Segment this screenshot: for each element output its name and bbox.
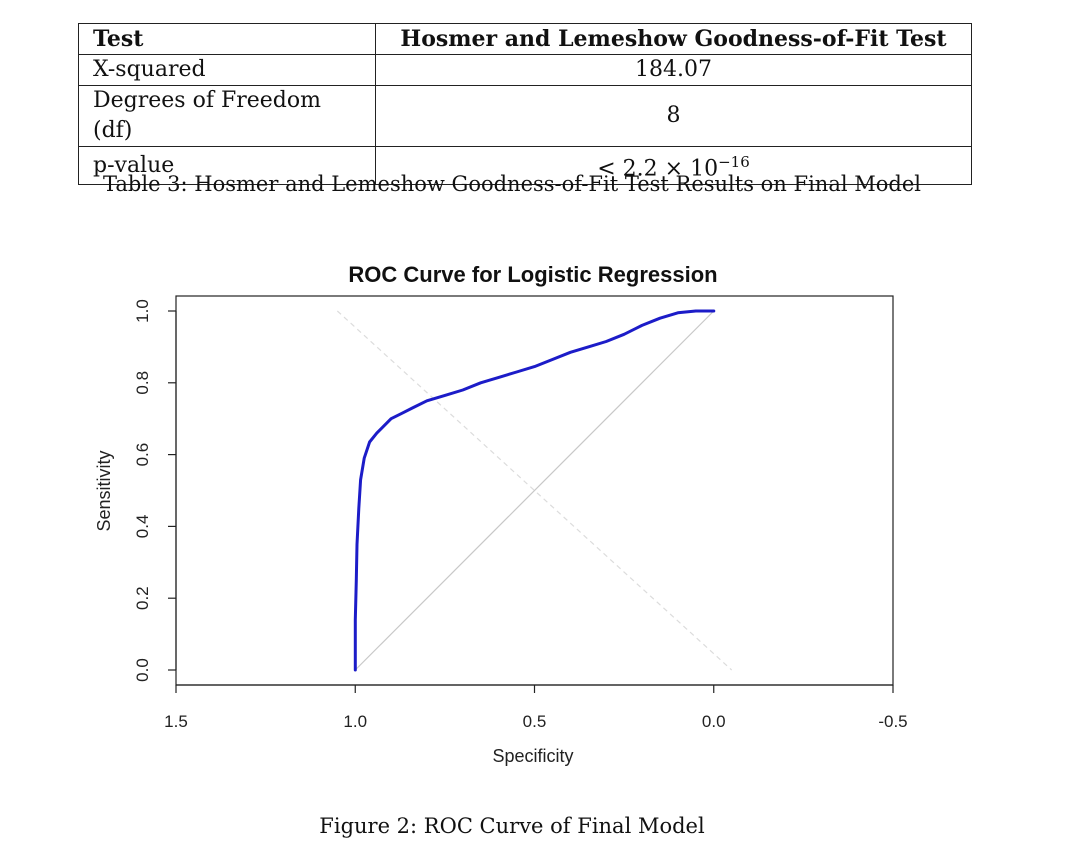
row-value-x-squared: 184.07 xyxy=(375,54,972,86)
roc-curve-line xyxy=(353,309,716,672)
y-tick-label: 0.8 xyxy=(133,371,152,395)
table-header-row: Test Hosmer and Lemeshow Goodness-of-Fit… xyxy=(78,23,972,55)
y-axis: 0.0 0.2 0.4 0.6 0.8 1.0 xyxy=(133,299,177,682)
goodness-of-fit-table: Test Hosmer and Lemeshow Goodness-of-Fit… xyxy=(78,23,972,186)
reference-line-diagonal xyxy=(354,310,715,671)
x-tick-label: -0.5 xyxy=(878,712,907,731)
header-cell-test: Test xyxy=(78,23,376,55)
table-row: Degrees of Freedom (df) 8 xyxy=(78,85,972,147)
x-tick-label: 1.0 xyxy=(343,712,367,731)
row-label-x-squared: X-squared xyxy=(78,54,376,86)
x-axis-title: Specificity xyxy=(492,746,573,766)
y-tick-label: 0.0 xyxy=(133,658,152,682)
y-tick-label: 0.6 xyxy=(133,443,152,467)
header-cell-test-name: Hosmer and Lemeshow Goodness-of-Fit Test xyxy=(375,23,972,55)
figure-caption: Figure 2: ROC Curve of Final Model xyxy=(319,814,705,838)
row-value-p-value: < 2.2 × 10−16 xyxy=(375,145,972,186)
x-axis: 1.5 1.0 0.5 0.0 -0.5 xyxy=(164,684,908,731)
table-row: X-squared 184.07 xyxy=(78,54,972,86)
y-tick-label: 0.2 xyxy=(133,586,152,610)
y-axis-title: Sensitivity xyxy=(94,450,114,531)
x-tick-label: 0.5 xyxy=(523,712,547,731)
row-label-df: Degrees of Freedom (df) xyxy=(78,85,376,147)
y-tick-label: 1.0 xyxy=(133,299,152,323)
x-tick-label: 1.5 xyxy=(164,712,188,731)
roc-chart: ROC Curve for Logistic Regression 1.5 1.0… xyxy=(94,262,908,766)
table-row: p-value < 2.2 × 10−16 xyxy=(78,145,972,186)
p-value-mantissa: < 2.2 × 10 xyxy=(597,156,719,182)
chart-title: ROC Curve for Logistic Regression xyxy=(348,262,717,287)
x-tick-label: 0.0 xyxy=(702,712,726,731)
p-value-exponent: −16 xyxy=(718,153,750,171)
y-tick-label: 0.4 xyxy=(133,515,152,539)
reference-line-anti-diagonal xyxy=(336,310,733,671)
row-label-p-value: p-value xyxy=(78,145,376,186)
row-value-df: 8 xyxy=(375,85,972,147)
table-caption: Table 3: Hosmer and Lemeshow Goodness-of… xyxy=(103,172,921,196)
